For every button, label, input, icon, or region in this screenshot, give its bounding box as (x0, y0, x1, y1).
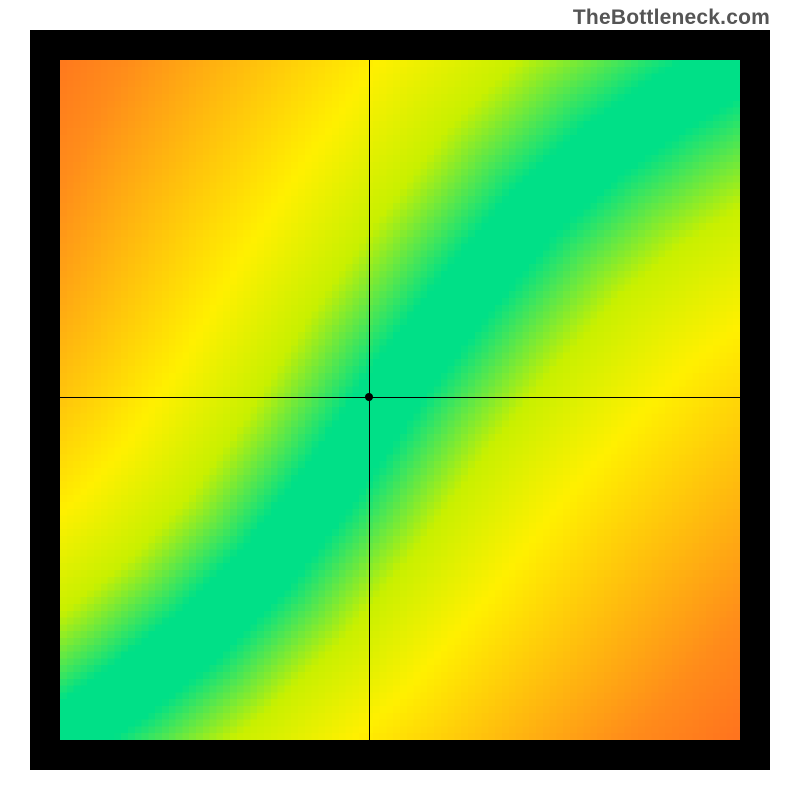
heatmap-frame (30, 30, 770, 770)
heatmap-canvas (60, 60, 740, 740)
data-point-marker (365, 393, 373, 401)
attribution-text: TheBottleneck.com (573, 6, 770, 30)
crosshair-horizontal (60, 397, 740, 398)
